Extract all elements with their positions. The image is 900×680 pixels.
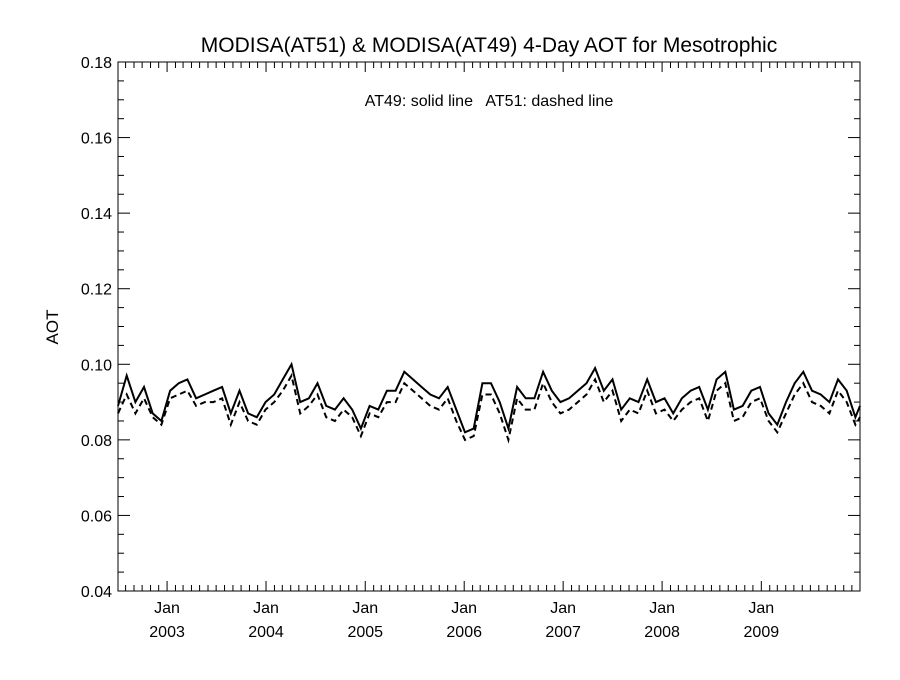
x-tick-label-month: Jan [154,600,180,617]
y-tick-label: 0.16 [81,131,112,148]
y-tick-label: 0.08 [81,433,112,450]
plot-frame [117,61,861,592]
y-axis: 0.04 0.06 0.08 0.10 0.12 0.14 0.16 0.18 [81,55,860,601]
x-tick-label-month: Jan [649,600,675,617]
x-tick-label-month: Jan [253,600,279,617]
x-tick-label-month: Jan [550,600,576,617]
x-tick-label-year: 2008 [644,624,680,641]
x-tick-label-year: 2005 [347,624,383,641]
x-tick-label-month: Jan [352,600,378,617]
y-tick-label: 0.18 [81,55,112,72]
x-tick-label-month: Jan [451,600,477,617]
y-tick-label: 0.14 [81,206,112,223]
y-tick-label: 0.10 [81,357,112,374]
x-tick-label-month: Jan [748,600,774,617]
series-layer [117,361,861,444]
y-tick-label: 0.04 [81,584,112,601]
x-axis: Jan 2003 Jan 2004 Jan 2005 Jan 2006 Jan 2007 Jan 20… [125,62,853,641]
y-tick-label: 0.06 [81,508,112,525]
chart-annotation: AT49: solid line AT51: dashed line [365,93,614,110]
x-tick-label-year: 2003 [149,624,185,641]
y-axis-label: AOT [43,310,62,345]
chart-title: MODISA(AT51) & MODISA(AT49) 4-Day AOT fo… [201,34,777,57]
series-line-at49 [117,361,861,434]
x-tick-label-year: 2004 [248,624,284,641]
x-tick-label-year: 2007 [545,624,581,641]
y-tick-label: 0.12 [81,282,112,299]
series-line-at51 [117,372,861,444]
x-tick-label-year: 2009 [744,624,780,641]
x-tick-label-year: 2006 [446,624,482,641]
